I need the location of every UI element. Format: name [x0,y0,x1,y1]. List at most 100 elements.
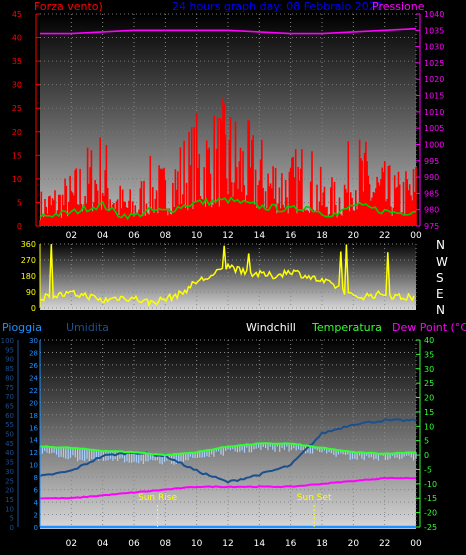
tick-label: -20 [424,509,437,518]
tick-label: 90 [5,356,14,364]
legend-temperature: Temperatura [311,321,382,334]
x-tick-label: 22 [379,231,390,241]
tick-label: 15 [424,408,434,417]
tick-label: 6 [34,487,39,495]
legend-dewpoint: Dew Point (°C) [392,321,466,334]
compass-label: N [436,303,445,317]
tick-label: 0 [31,304,36,313]
tick-label: 26 [29,362,38,370]
tick-label: 4 [34,499,39,507]
tick-label: 30 [5,468,14,476]
tick-label: 70 [5,393,14,401]
x-tick-label: 12 [222,231,233,241]
x-tick-label: 04 [97,231,109,241]
x-tick-label: 14 [254,539,266,549]
wind-direction-series [39,244,415,308]
tick-label: 0 [10,524,14,532]
x-tick-label: 18 [316,231,328,241]
tick-label: 45 [5,440,14,448]
tick-label: 15 [12,151,22,160]
temperature-plot [39,418,417,529]
tick-label: 25 [424,379,434,388]
x-tick-label: 20 [348,539,360,549]
tick-label: 12 [29,449,38,457]
x-tick-label: 20 [348,231,360,241]
tick-label: 8 [34,474,38,482]
x-tick-label: 10 [191,231,203,241]
temperature-grid [40,339,417,528]
tick-label: 270 [21,256,36,265]
tick-label: 16 [29,424,38,432]
tick-label: 180 [21,272,36,281]
x-tick-label: 02 [66,539,77,549]
tick-label: 35 [12,57,22,66]
tick-label: -5 [424,465,432,474]
tick-label: 95 [5,346,14,354]
tick-label: -25 [424,523,437,532]
x-tick-label: 04 [97,539,109,549]
tick-label: 15 [5,496,14,504]
tick-label: 22 [29,387,38,395]
tick-label: 985 [424,189,439,198]
tick-label: 0 [34,524,38,532]
x-tick-label: 02 [66,231,77,241]
tick-label: 35 [5,459,14,467]
tick-label: 90 [26,288,36,297]
tick-label: 0 [424,451,429,460]
tick-label: 1030 [424,43,444,52]
tick-label: 1025 [424,59,444,68]
tick-label: 5 [424,437,429,446]
x-tick-label: 08 [160,231,172,241]
compass-label: W [436,255,448,269]
tick-label: 5 [17,198,22,207]
axes: 0510152025303540459759809859909951000100… [1,10,445,549]
tick-label: 990 [424,173,439,182]
tick-label: -15 [424,494,437,503]
sunrise-label: Sun Rise [138,493,177,503]
wind-plot [39,27,417,226]
tick-label: 1020 [424,75,444,84]
chart-title: 24 hours graph day: 08 Febbraio 2022 [172,0,383,13]
temperature-series [39,442,417,457]
tick-label: 28 [29,349,38,357]
x-tick-label: 06 [128,539,140,549]
wind-axis-title: Forza vento) [34,0,103,13]
tick-label: 30 [12,81,22,90]
pressure-series [40,27,417,35]
tick-label: 40 [424,336,434,345]
legend-rain: Pioggia [2,321,42,334]
tick-label: 40 [12,34,22,43]
tick-label: 20 [5,487,14,495]
tick-label: 25 [12,104,22,113]
tick-label: 360 [21,240,36,249]
dewpoint-series [40,476,416,500]
x-tick-label: 06 [128,231,140,241]
compass-label: N [436,238,445,252]
tick-label: 55 [5,421,14,429]
tick-label: 50 [5,431,14,439]
tick-label: 5 [10,515,14,523]
tick-label: 40 [5,449,14,457]
tick-label: 1005 [424,124,444,133]
tick-label: 1000 [424,140,444,149]
tick-label: 60 [5,412,14,420]
x-tick-label: 00 [410,231,422,241]
legend-windchill: Windchill [246,321,296,334]
tick-label: 85 [5,365,14,373]
compass-labels: N W S E N [436,238,448,317]
tick-label: 75 [5,384,14,392]
compass-label: E [436,287,444,301]
tick-label: -10 [424,480,437,489]
wind-average-series [39,196,417,221]
sunset-label: Sun Set [297,493,332,503]
tick-label: 45 [12,10,22,19]
direction-grid [40,243,417,309]
tick-label: 18 [29,412,38,420]
tick-label: 14 [29,437,38,445]
temperature-panel [40,338,416,529]
tick-label: 1010 [424,108,444,117]
tick-label: 25 [5,477,14,485]
x-tick-label: 12 [222,539,233,549]
humidity-series [39,418,417,484]
